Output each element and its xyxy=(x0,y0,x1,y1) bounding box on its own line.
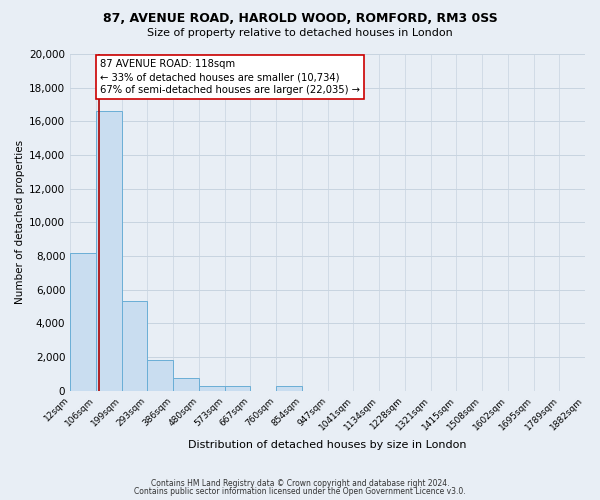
Text: 87, AVENUE ROAD, HAROLD WOOD, ROMFORD, RM3 0SS: 87, AVENUE ROAD, HAROLD WOOD, ROMFORD, R… xyxy=(103,12,497,26)
Bar xyxy=(122,302,148,390)
Bar xyxy=(173,378,199,390)
Text: Size of property relative to detached houses in London: Size of property relative to detached ho… xyxy=(147,28,453,38)
Text: 87 AVENUE ROAD: 118sqm
← 33% of detached houses are smaller (10,734)
67% of semi: 87 AVENUE ROAD: 118sqm ← 33% of detached… xyxy=(100,59,360,96)
Bar xyxy=(199,386,224,390)
Text: Contains HM Land Registry data © Crown copyright and database right 2024.: Contains HM Land Registry data © Crown c… xyxy=(151,478,449,488)
X-axis label: Distribution of detached houses by size in London: Distribution of detached houses by size … xyxy=(188,440,467,450)
Text: Contains public sector information licensed under the Open Government Licence v3: Contains public sector information licen… xyxy=(134,487,466,496)
Y-axis label: Number of detached properties: Number of detached properties xyxy=(15,140,25,304)
Bar xyxy=(96,111,122,390)
Bar xyxy=(70,252,96,390)
Bar xyxy=(224,386,250,390)
Bar xyxy=(276,386,302,390)
Bar xyxy=(148,360,173,390)
